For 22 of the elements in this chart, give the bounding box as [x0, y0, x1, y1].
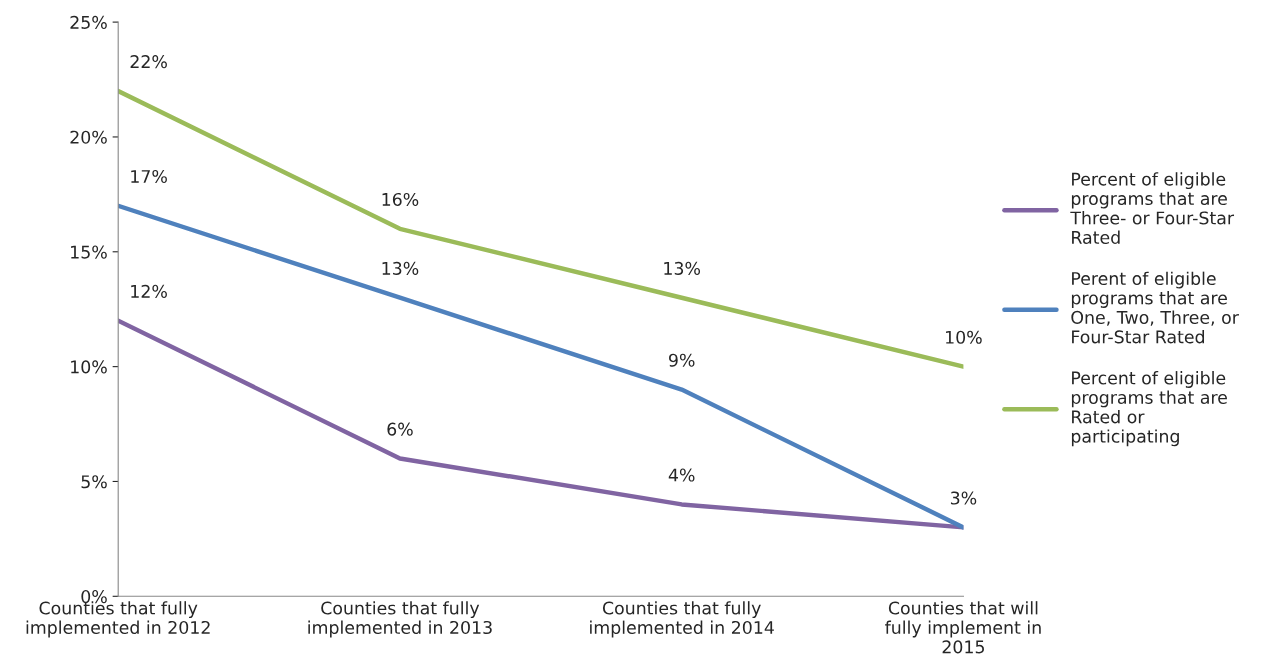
data-label: 10% [946, 330, 982, 344]
data-label: 22% [130, 55, 167, 69]
y-tick-label: 10% [71, 360, 107, 374]
y-tick-label: 5% [81, 475, 107, 489]
y-tick-label: 15% [71, 245, 107, 259]
x-tick-label: Counties that fully implemented in 2014 [590, 601, 774, 638]
y-tick-label: 25% [70, 15, 107, 29]
legend-label: Percent of eligible programs that are Three- or Four-Star Rated [1070, 172, 1235, 244]
data-label: 16% [382, 192, 419, 207]
y-tick-label: 20% [70, 130, 107, 144]
data-label: 3% [950, 491, 977, 505]
data-label: 6% [387, 422, 413, 436]
x-tick-label: Counties that fully implemented in 2013 [308, 601, 492, 638]
x-tick-label: Counties that will fully implement in 2015 [885, 601, 1041, 654]
data-label: 13% [382, 261, 419, 275]
data-label: 9% [669, 353, 695, 367]
data-label: 13% [664, 261, 701, 275]
legend-label: Perent of eligible programs that are One, Two, Three, or Four-Star Rated [1071, 271, 1239, 344]
legend-label: Percent of eligible programs that are Rated or participating [1071, 371, 1227, 447]
data-label: 4% [668, 468, 695, 482]
data-label: 12% [131, 284, 167, 298]
data-label: 17% [131, 169, 167, 184]
